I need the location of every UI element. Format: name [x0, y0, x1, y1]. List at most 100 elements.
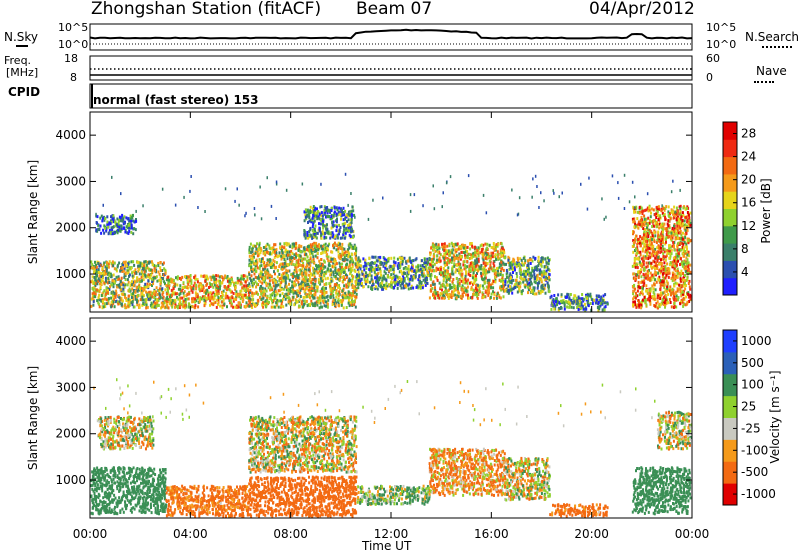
scatter-cell	[524, 283, 527, 287]
scatter-cell	[130, 281, 133, 285]
scatter-cell	[541, 290, 544, 293]
scatter-cell	[249, 242, 252, 246]
scatter-cell	[104, 226, 107, 230]
scatter-cell	[275, 265, 278, 269]
scatter-cell	[296, 289, 299, 293]
scatter-cell	[124, 263, 127, 267]
scatter-cell	[387, 275, 390, 279]
scatter-cell	[323, 265, 326, 269]
scatter-cell	[432, 257, 435, 261]
scatter-cell	[179, 284, 182, 288]
scatter-cell	[128, 273, 131, 277]
scatter-cell	[291, 280, 294, 284]
scatter-cell	[352, 260, 355, 264]
scatter-cell	[396, 283, 399, 287]
scatter-cell	[129, 217, 132, 221]
scatter-cell	[103, 302, 106, 306]
scatter-cell	[497, 266, 500, 270]
nave-tick-bottom: 0	[706, 71, 713, 84]
scatter-cell	[260, 285, 263, 288]
scatter-cell	[103, 297, 106, 301]
scatter-cell	[536, 273, 539, 277]
scatter-cell	[235, 295, 238, 299]
scatter-cell	[275, 280, 277, 284]
scatter-cell	[444, 248, 447, 252]
scatter-cell	[462, 246, 465, 250]
scatter-cell	[312, 248, 315, 251]
scatter-cell	[339, 300, 342, 304]
scatter-cell	[235, 298, 238, 301]
scatter-cell	[357, 286, 360, 290]
scatter-cell	[327, 259, 330, 263]
scatter-cell	[306, 287, 309, 291]
scatter-cell	[328, 264, 331, 268]
scatter-cell	[102, 263, 105, 267]
scatter-cell	[179, 296, 182, 300]
scatter-cell	[120, 267, 123, 270]
scatter-cell	[313, 243, 315, 247]
scatter-cell	[375, 280, 377, 284]
scatter-cell	[498, 265, 501, 269]
scatter-cell	[255, 264, 258, 268]
scatter-cell	[508, 279, 511, 283]
scatter-cell	[308, 250, 311, 254]
scatter-cell	[309, 226, 312, 230]
scatter-cell	[500, 288, 503, 292]
scatter-cell	[527, 291, 529, 295]
scatter-cell	[280, 257, 283, 261]
scatter-cell	[509, 272, 512, 276]
scatter-cell	[459, 247, 462, 251]
scatter-cell	[102, 216, 104, 220]
scatter-cell	[268, 297, 271, 300]
scatter-cell	[149, 297, 151, 301]
scatter-cell	[335, 225, 338, 229]
scatter-cell	[123, 221, 126, 225]
scatter-cell	[108, 281, 111, 284]
scatter-cell	[244, 288, 247, 292]
scatter-cell	[527, 259, 529, 263]
scatter-cell	[325, 290, 328, 294]
scatter-cell	[218, 297, 221, 301]
scatter-cell	[510, 288, 513, 292]
scatter-cell	[316, 244, 319, 248]
scatter-cell	[565, 300, 568, 304]
scatter-cell	[269, 273, 271, 277]
scatter-cell	[329, 268, 332, 272]
scatter-cell	[370, 261, 373, 265]
scatter-cell	[285, 288, 288, 292]
scatter-cell	[533, 280, 536, 284]
scatter-cell	[106, 287, 109, 291]
scatter-cell	[323, 274, 326, 278]
scatter-cell	[435, 242, 438, 246]
scatter-cell	[330, 209, 333, 212]
scatter-cell	[258, 274, 260, 278]
scatter-cell	[112, 225, 115, 229]
scatter-cell	[170, 288, 173, 292]
scatter-cell	[259, 270, 262, 274]
scatter-cell	[200, 285, 203, 289]
scatter-cell	[460, 268, 463, 272]
scatter-cell	[143, 270, 146, 274]
scatter-cell	[95, 270, 98, 274]
scatter-cell	[286, 251, 289, 255]
scatter-cell	[251, 260, 254, 264]
scatter-cell	[224, 296, 227, 300]
scatter-cell	[147, 284, 150, 288]
scatter-cell	[261, 301, 264, 305]
scatter-cell	[351, 253, 354, 257]
scatter-cell	[195, 293, 198, 297]
scatter-cell	[279, 285, 282, 289]
scatter-cell	[139, 264, 142, 268]
scatter-cell	[475, 284, 478, 287]
scatter-cell	[325, 227, 328, 231]
scatter-cell	[168, 293, 171, 297]
scatter-cell	[226, 305, 228, 309]
scatter-cell	[95, 268, 98, 272]
scatter-cell	[92, 288, 95, 292]
scatter-cell	[328, 242, 331, 246]
scatter-cell	[526, 264, 529, 267]
scatter-cell	[490, 254, 493, 258]
nave-label: Nave	[756, 64, 787, 78]
scatter-cell	[530, 282, 533, 286]
scatter-cell	[313, 273, 315, 277]
